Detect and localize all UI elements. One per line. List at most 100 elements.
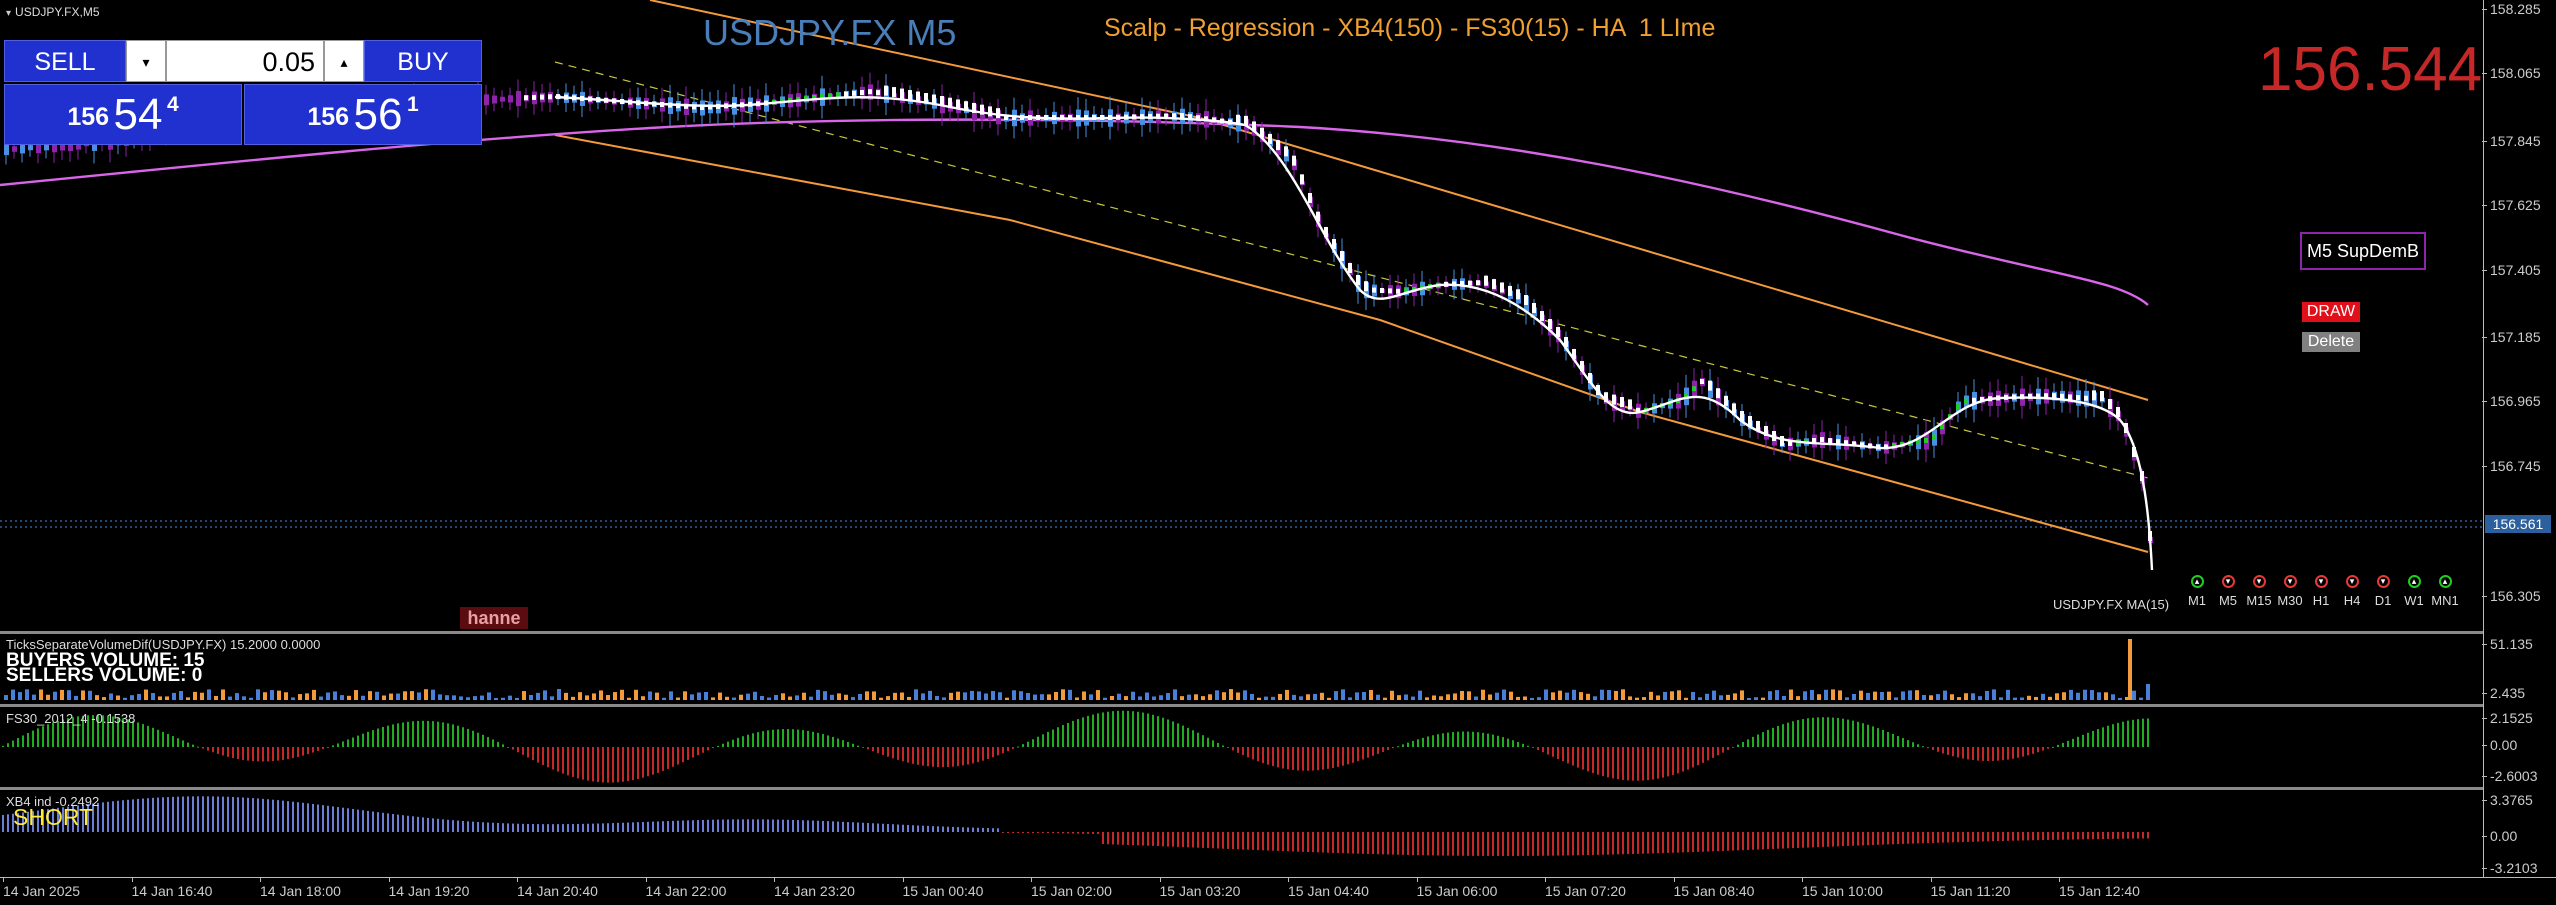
fs30-bar [772, 729, 774, 747]
buy-quote[interactable]: 156 56 1 [244, 84, 482, 145]
fs30-bar [1922, 746, 1924, 748]
volume-bar [368, 691, 372, 700]
fs30-bar [422, 720, 424, 747]
xb4-bar [687, 820, 689, 832]
xb4-bar [1972, 832, 1974, 842]
fs30-bar [1797, 720, 1799, 747]
fs30-bar [672, 747, 674, 767]
volume-bar [1775, 690, 1779, 700]
fs30-bar [527, 747, 529, 758]
fs30-bar [802, 730, 804, 747]
fs30-bar [312, 747, 314, 753]
volume-bar [1201, 696, 1205, 700]
xb4-bar [217, 796, 219, 832]
volume-bar [914, 689, 918, 700]
heiken-ashi-bar [1492, 279, 1496, 290]
xb4-bar [802, 820, 804, 832]
fs30-bar [317, 747, 319, 751]
sell-quote[interactable]: 156 54 4 [4, 84, 242, 145]
fs30-bar [412, 721, 414, 747]
draw-button[interactable]: DRAW [2302, 302, 2360, 322]
fs30-bar [1957, 747, 1959, 758]
volume-bar [1747, 697, 1751, 700]
volume-bar [1803, 691, 1807, 700]
symbol-label[interactable]: USDJPY.FX,M5 [6, 5, 99, 19]
xb4-bar [1367, 832, 1369, 854]
lot-increase-button[interactable]: ▴ [324, 40, 364, 82]
heiken-ashi-bar [700, 105, 704, 110]
lot-size-input[interactable]: 0.05 [166, 40, 324, 82]
sell-button[interactable]: SELL [4, 40, 126, 82]
main-chart-pane[interactable]: USDJPY.FX,M5 USDJPY.FX M5 Scalp - Regres… [0, 0, 2483, 631]
volume-bar [1278, 693, 1282, 700]
volume-bar [781, 693, 785, 700]
fs30-bar [1097, 713, 1099, 747]
xb4-bar [1582, 832, 1584, 856]
volume-bar [1082, 691, 1086, 700]
xb4-bar [7, 814, 9, 832]
xb4-bar [1037, 832, 1039, 833]
xb4-bar [1237, 832, 1239, 850]
time-axis[interactable] [0, 877, 2556, 905]
fs30-bar [1867, 724, 1869, 747]
xb4-bar [722, 819, 724, 832]
fs30-bar [1417, 739, 1419, 747]
fs30-bar [582, 747, 584, 780]
xb4-bar [1387, 832, 1389, 855]
fs30-bar [1527, 745, 1529, 747]
fs30-bar [552, 747, 554, 770]
xb4-bar [972, 827, 974, 832]
heiken-ashi-bar [1916, 439, 1920, 445]
volume-bar [459, 696, 463, 700]
pane-separator[interactable] [0, 631, 2483, 634]
fs30-bar [1437, 734, 1439, 747]
heiken-ashi-bar [932, 94, 936, 105]
xb4-bar [1667, 832, 1669, 853]
fs30-pane[interactable]: FS30_2012_4 -0.1538 [0, 707, 2483, 787]
heiken-ashi-bar [1540, 311, 1544, 321]
buy-button[interactable]: BUY [364, 40, 482, 82]
xb4-bar [1247, 832, 1249, 850]
volume-bar [767, 697, 771, 700]
pane-separator[interactable] [0, 787, 2483, 790]
candle-body [508, 95, 513, 103]
heiken-ashi-bar [1836, 439, 1840, 445]
xb4-bar [1522, 832, 1524, 856]
xb4-bar [1112, 832, 1114, 845]
fs30-bar [957, 747, 959, 767]
fs30-bar [487, 737, 489, 747]
fs30-bar [1697, 747, 1699, 766]
heiken-ashi-bar [2100, 391, 2104, 401]
xb4-bar [547, 824, 549, 832]
fs30-bar [2092, 730, 2094, 747]
price-scale[interactable] [2483, 0, 2556, 877]
heiken-ashi-bar [1244, 115, 1248, 126]
fs30-bar [1197, 732, 1199, 747]
supdem-button[interactable]: M5 SupDemB [2300, 232, 2426, 270]
pane-separator[interactable] [0, 704, 2483, 707]
volume-bar [536, 692, 540, 700]
xb4-bar [977, 827, 979, 832]
xb4-bar [42, 809, 44, 832]
lot-decrease-button[interactable]: ▾ [126, 40, 166, 82]
volume-bar [361, 695, 365, 700]
volume-bar [1229, 689, 1233, 700]
xb4-pane[interactable]: XB4 ind -0.2492 [0, 790, 2483, 877]
fs30-bar [2122, 721, 2124, 747]
xb4-bar [467, 821, 469, 832]
delete-button[interactable]: Delete [2302, 332, 2360, 352]
fs30-bar [1162, 717, 1164, 747]
xb4-bar [1682, 832, 1684, 853]
xb4-bar [1937, 832, 1939, 843]
volume-bar [788, 696, 792, 700]
fs30-bar [1907, 740, 1909, 747]
fs30-bar [427, 720, 429, 747]
xb4-bar [812, 820, 814, 832]
volume-bar [242, 696, 246, 700]
volume-bar [1509, 691, 1513, 700]
volume-bar [1726, 694, 1730, 700]
fs30-bar [1012, 747, 1014, 749]
fs30-bar [1517, 741, 1519, 747]
volume-pane[interactable]: TicksSeparateVolumeDif(USDJPY.FX) 15.200… [0, 634, 2483, 704]
fs30-bar [877, 747, 879, 754]
